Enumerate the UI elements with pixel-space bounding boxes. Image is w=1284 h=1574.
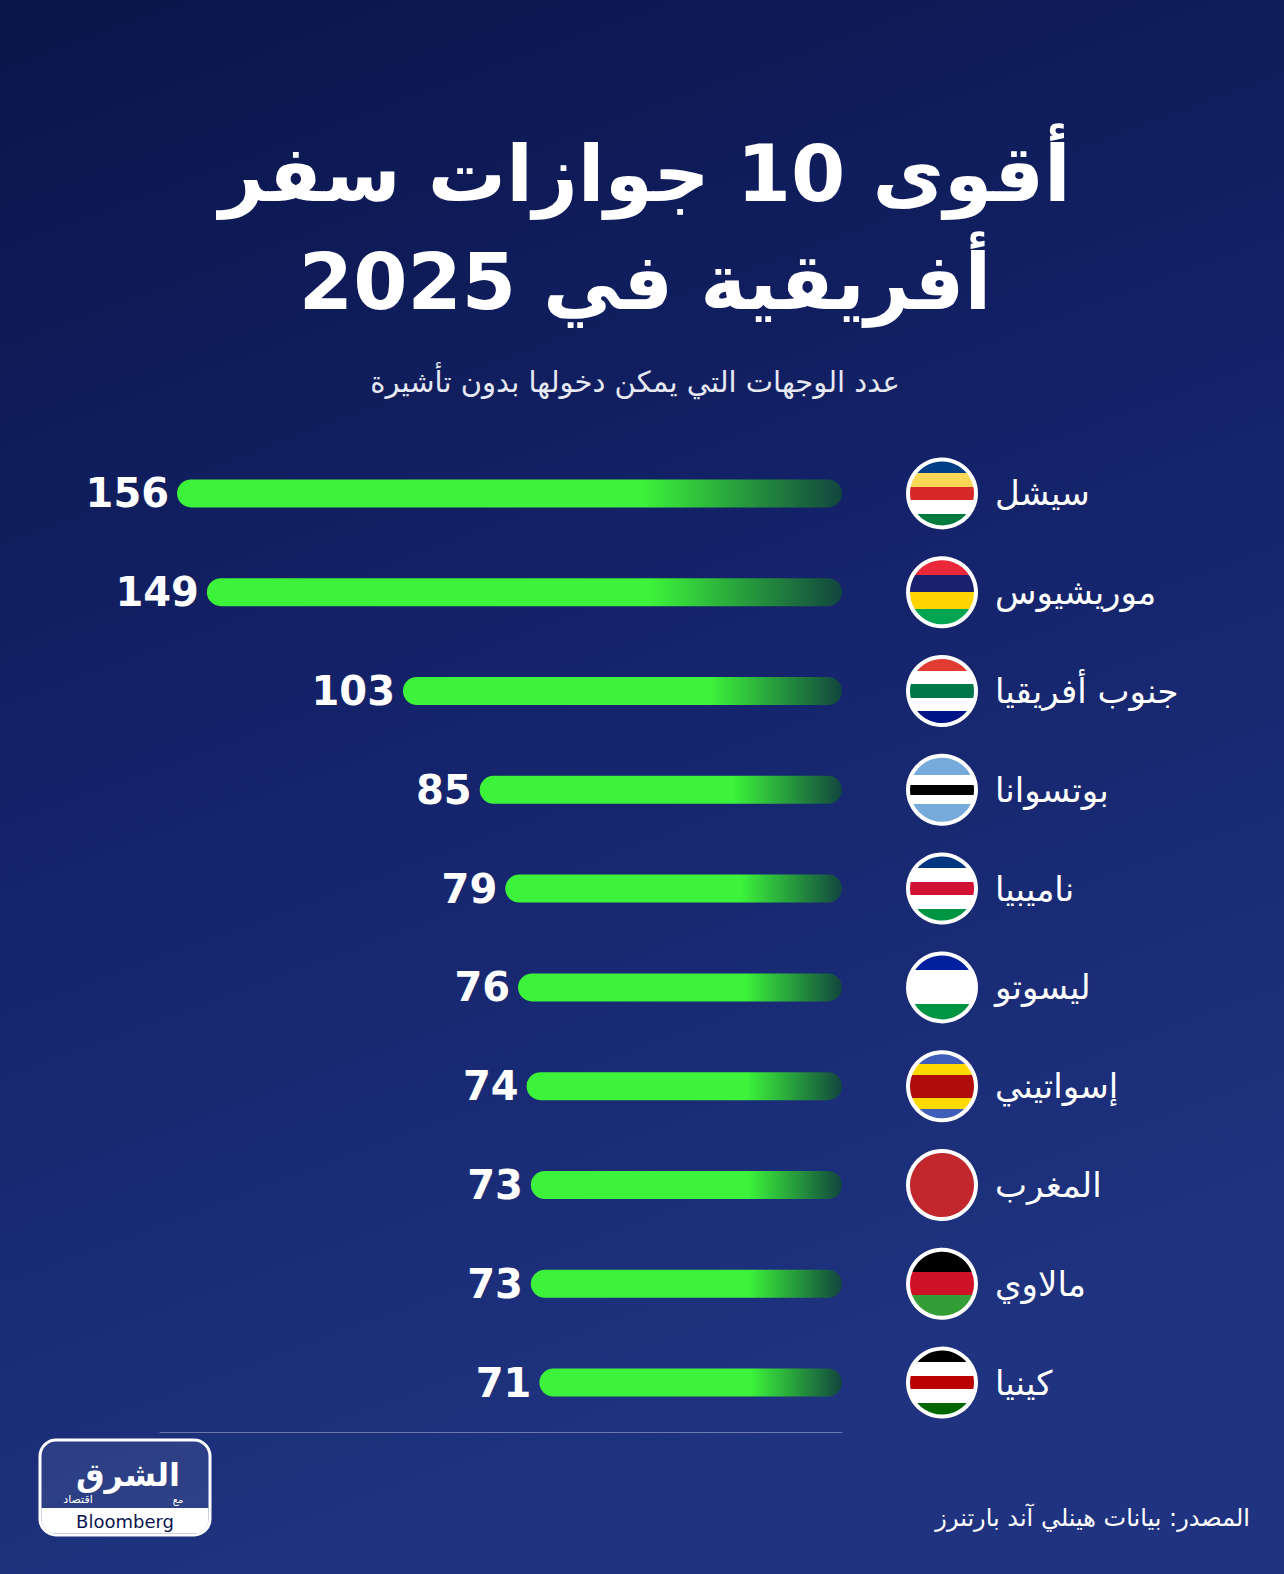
svg-text:85: 85 bbox=[416, 767, 472, 813]
svg-text:جنوب أفريقيا: جنوب أفريقيا bbox=[995, 669, 1178, 712]
svg-text:أفريقية في 2025: أفريقية في 2025 bbox=[299, 231, 991, 328]
svg-text:76: 76 bbox=[454, 964, 510, 1010]
svg-text:إسواتيني: إسواتيني bbox=[995, 1066, 1118, 1107]
svg-text:المصدر: بيانات هينلي آند بارتن: المصدر: بيانات هينلي آند بارتنرز bbox=[934, 1503, 1250, 1532]
svg-text:المغرب: المغرب bbox=[995, 1165, 1102, 1206]
svg-text:73: 73 bbox=[467, 1261, 523, 1307]
svg-text:71: 71 bbox=[476, 1360, 532, 1406]
svg-text:أقوى 10 جوازات سفر: أقوى 10 جوازات سفر bbox=[215, 123, 1070, 220]
svg-text:73: 73 bbox=[467, 1162, 523, 1208]
svg-text:سيشل: سيشل bbox=[995, 473, 1090, 513]
svg-text:اقتصاد: اقتصاد bbox=[63, 1493, 92, 1506]
svg-text:79: 79 bbox=[442, 866, 498, 912]
svg-text:156: 156 bbox=[86, 470, 170, 516]
svg-text:عدد الوجهات التي يمكن دخولها ب: عدد الوجهات التي يمكن دخولها بدون تأشيرة bbox=[370, 361, 899, 400]
svg-text:كينيا: كينيا bbox=[995, 1363, 1053, 1403]
svg-text:Bloomberg: Bloomberg bbox=[76, 1511, 174, 1532]
svg-text:موريشيوس: موريشيوس bbox=[995, 572, 1156, 613]
svg-text:ناميبيا: ناميبيا bbox=[995, 869, 1074, 909]
svg-text:74: 74 bbox=[463, 1063, 519, 1109]
svg-text:149: 149 bbox=[115, 569, 199, 615]
svg-text:مالاوي: مالاوي bbox=[995, 1264, 1086, 1305]
svg-text:مع: مع bbox=[173, 1494, 184, 1506]
svg-text:103: 103 bbox=[311, 668, 395, 714]
svg-text:الشرق: الشرق bbox=[76, 1456, 180, 1494]
svg-text:ليسوتو: ليسوتو bbox=[993, 967, 1091, 1008]
svg-text:بوتسوانا: بوتسوانا bbox=[995, 770, 1109, 811]
